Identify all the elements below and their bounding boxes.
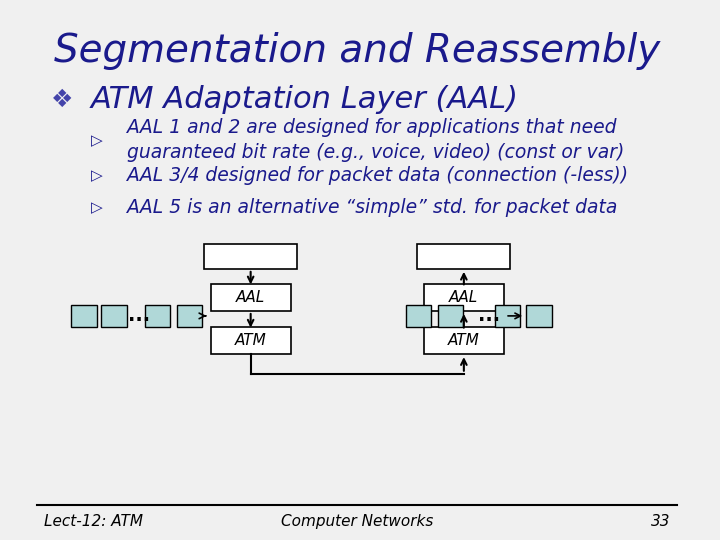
Bar	[424, 327, 504, 354]
Text: AAL 1 and 2 are designed for applications that need
guaranteed bit rate (e.g., v: AAL 1 and 2 are designed for application…	[127, 118, 625, 163]
Bar	[424, 284, 504, 310]
Text: ...: ...	[128, 306, 150, 326]
Text: Segmentation and Reassembly: Segmentation and Reassembly	[54, 32, 660, 70]
Bar	[526, 305, 552, 327]
Text: 33: 33	[651, 514, 670, 529]
Text: AAL 3/4 designed for packet data (connection (-less)): AAL 3/4 designed for packet data (connec…	[127, 166, 629, 185]
Bar	[417, 244, 510, 268]
Text: ATM: ATM	[235, 333, 266, 348]
Text: ▷: ▷	[91, 200, 102, 215]
Text: ❖: ❖	[51, 88, 73, 112]
Bar	[176, 305, 202, 327]
Text: AAL: AAL	[449, 289, 479, 305]
Bar	[145, 305, 170, 327]
Text: AAL: AAL	[236, 289, 265, 305]
Bar	[102, 305, 127, 327]
Bar	[495, 305, 520, 327]
Text: AAL 5 is an alternative “simple” std. for packet data: AAL 5 is an alternative “simple” std. fo…	[127, 198, 618, 218]
Text: Computer Networks: Computer Networks	[281, 514, 433, 529]
Bar	[438, 305, 463, 327]
Text: ▷: ▷	[91, 133, 102, 148]
Text: ...: ...	[478, 306, 500, 326]
Text: ▷: ▷	[91, 168, 102, 183]
Text: ATM Adaptation Layer (AAL): ATM Adaptation Layer (AAL)	[91, 85, 518, 114]
Text: Lect-12: ATM: Lect-12: ATM	[44, 514, 143, 529]
Text: ATM: ATM	[448, 333, 480, 348]
Bar	[211, 327, 291, 354]
Bar	[406, 305, 431, 327]
Bar	[71, 305, 96, 327]
Bar	[204, 244, 297, 268]
Bar	[211, 284, 291, 310]
